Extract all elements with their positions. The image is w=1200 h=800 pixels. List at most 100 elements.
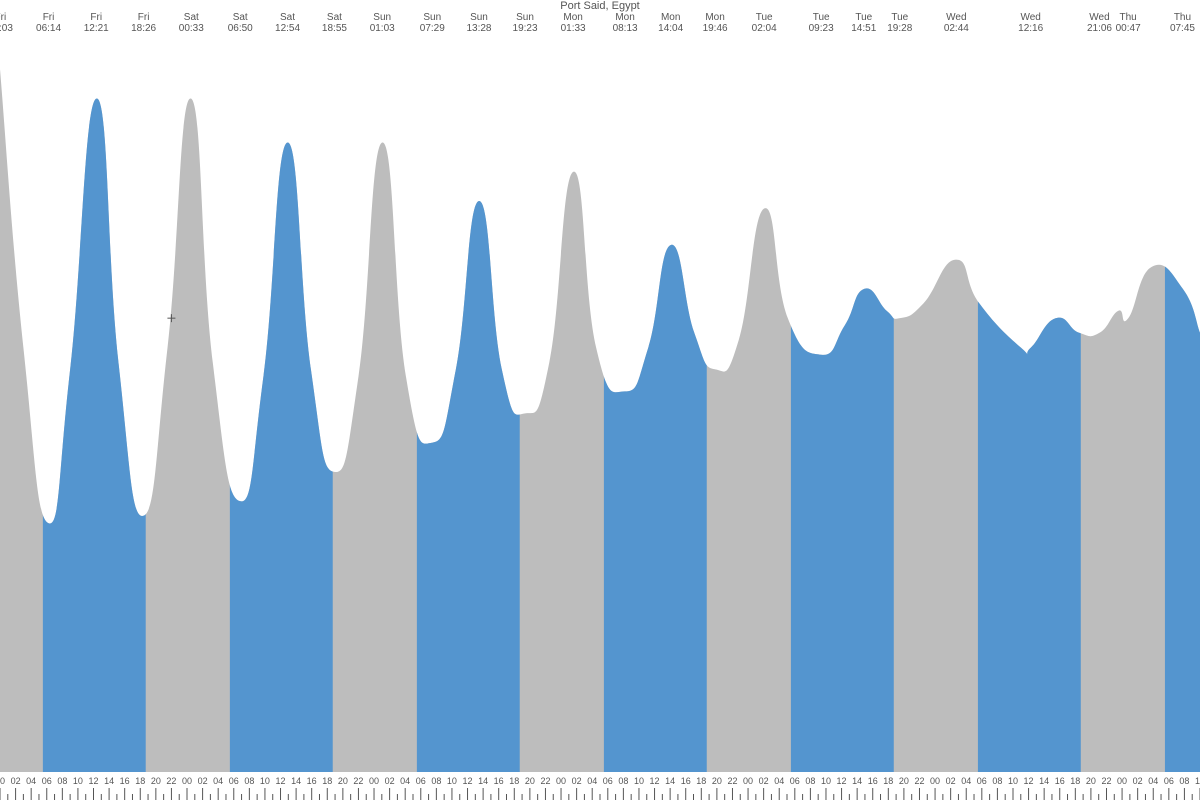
top-label: Tue19:28 xyxy=(887,12,912,34)
bottom-hour-label: 22 xyxy=(166,776,176,786)
top-label: Sun13:28 xyxy=(466,12,491,34)
bottom-hour-label: 12 xyxy=(1024,776,1034,786)
top-label: Fri06:14 xyxy=(36,12,61,34)
top-label: Thu07:45 xyxy=(1170,12,1195,34)
bottom-hour-label: 04 xyxy=(961,776,971,786)
bottom-hour-label: 04 xyxy=(213,776,223,786)
bottom-hour-label: 22 xyxy=(914,776,924,786)
top-label: Sat12:54 xyxy=(275,12,300,34)
bottom-hour-label: 16 xyxy=(494,776,504,786)
top-label-day: Wed xyxy=(1087,12,1112,23)
top-label-day: Mon xyxy=(561,12,586,23)
top-label-day: Sat xyxy=(275,12,300,23)
top-label-day: Sun xyxy=(466,12,491,23)
top-label: Mon19:46 xyxy=(703,12,728,34)
top-label: Mon14:04 xyxy=(658,12,683,34)
top-label-time: 00:33 xyxy=(179,23,204,34)
top-label: Sat18:55 xyxy=(322,12,347,34)
day-band xyxy=(230,0,333,772)
top-label: Tue02:04 xyxy=(752,12,777,34)
bottom-hour-label: 18 xyxy=(883,776,893,786)
top-label: Sun07:29 xyxy=(420,12,445,34)
top-label-day: Tue xyxy=(809,12,834,23)
top-label-time: 12:16 xyxy=(1018,23,1043,34)
day-band xyxy=(417,0,520,772)
bottom-hour-label: 18 xyxy=(509,776,519,786)
top-label: Wed12:16 xyxy=(1018,12,1043,34)
top-label-day: Thu xyxy=(1170,12,1195,23)
top-label-day: Fri xyxy=(131,12,156,23)
bottom-hour-label: 20 xyxy=(338,776,348,786)
top-label-time: 02:44 xyxy=(944,23,969,34)
top-label-time: 00:47 xyxy=(1116,23,1141,34)
top-label-day: Wed xyxy=(1018,12,1043,23)
bottom-hour-label: 00 xyxy=(369,776,379,786)
bottom-hour-label: 08 xyxy=(1179,776,1189,786)
top-label-time: 19:23 xyxy=(513,23,538,34)
bottom-hour-label: 04 xyxy=(1148,776,1158,786)
bottom-hour-label: 16 xyxy=(307,776,317,786)
bottom-hour-label: 06 xyxy=(42,776,52,786)
top-label-day: Tue xyxy=(887,12,912,23)
bottom-hour-label: 10 xyxy=(1008,776,1018,786)
top-label: Fri18:26 xyxy=(131,12,156,34)
bottom-hour-label: 18 xyxy=(322,776,332,786)
top-label-day: Sat xyxy=(322,12,347,23)
bottom-hour-label: 22 xyxy=(1101,776,1111,786)
bottom-hour-label: 20 xyxy=(899,776,909,786)
bottom-hour-label: 06 xyxy=(1164,776,1174,786)
chart-svg xyxy=(0,0,1200,800)
bottom-hour-label: 02 xyxy=(11,776,21,786)
bottom-hour-label: 10 xyxy=(73,776,83,786)
bottom-hour-label: 10 xyxy=(634,776,644,786)
top-label-time: 00:03 xyxy=(0,23,13,34)
bottom-hour-label: 14 xyxy=(478,776,488,786)
top-label: Tue14:51 xyxy=(851,12,876,34)
bottom-hour-label: 16 xyxy=(1055,776,1065,786)
bottom-hour-label: 06 xyxy=(416,776,426,786)
bottom-hour-label: 20 xyxy=(525,776,535,786)
bottom-hour-label: 10 xyxy=(260,776,270,786)
top-label-time: 01:03 xyxy=(370,23,395,34)
bottom-hour-label: 12 xyxy=(650,776,660,786)
bottom-hour-label: 20 xyxy=(151,776,161,786)
bottom-hour-label: 10 xyxy=(821,776,831,786)
top-label-time: 12:21 xyxy=(84,23,109,34)
bottom-hour-label: 20 xyxy=(712,776,722,786)
top-label-day: Sat xyxy=(228,12,253,23)
top-label-day: Fri xyxy=(36,12,61,23)
bottom-hour-label: 02 xyxy=(198,776,208,786)
top-label-time: 09:23 xyxy=(809,23,834,34)
bottom-hour-label: 14 xyxy=(665,776,675,786)
top-label-time: 12:54 xyxy=(275,23,300,34)
top-label-time: 14:51 xyxy=(851,23,876,34)
bottom-hour-label: 06 xyxy=(977,776,987,786)
top-label-day: Sat xyxy=(179,12,204,23)
top-label-time: 08:13 xyxy=(613,23,638,34)
top-label-day: Fri xyxy=(84,12,109,23)
top-label-time: 07:45 xyxy=(1170,23,1195,34)
top-label: Sat00:33 xyxy=(179,12,204,34)
bottom-hour-label: 04 xyxy=(26,776,36,786)
top-label-day: Tue xyxy=(752,12,777,23)
top-label-time: 21:06 xyxy=(1087,23,1112,34)
top-label: Thu00:47 xyxy=(1116,12,1141,34)
bottom-hour-label: 08 xyxy=(992,776,1002,786)
top-label: Wed02:44 xyxy=(944,12,969,34)
bottom-hour-label: 12 xyxy=(463,776,473,786)
bottom-hour-label: 18 xyxy=(135,776,145,786)
bottom-hour-label: 02 xyxy=(1133,776,1143,786)
top-label: Wed21:06 xyxy=(1087,12,1112,34)
top-label: Sun19:23 xyxy=(513,12,538,34)
top-label-time: 18:26 xyxy=(131,23,156,34)
bottom-hour-label: 04 xyxy=(400,776,410,786)
bottom-hour-label: 08 xyxy=(618,776,628,786)
top-label: Tue09:23 xyxy=(809,12,834,34)
bottom-hour-label: 14 xyxy=(852,776,862,786)
top-label-day: Mon xyxy=(613,12,638,23)
bottom-hour-label: 00 xyxy=(182,776,192,786)
day-band xyxy=(43,0,146,772)
top-label: Fri12:21 xyxy=(84,12,109,34)
top-label-time: 07:29 xyxy=(420,23,445,34)
bottom-hour-label: 02 xyxy=(946,776,956,786)
